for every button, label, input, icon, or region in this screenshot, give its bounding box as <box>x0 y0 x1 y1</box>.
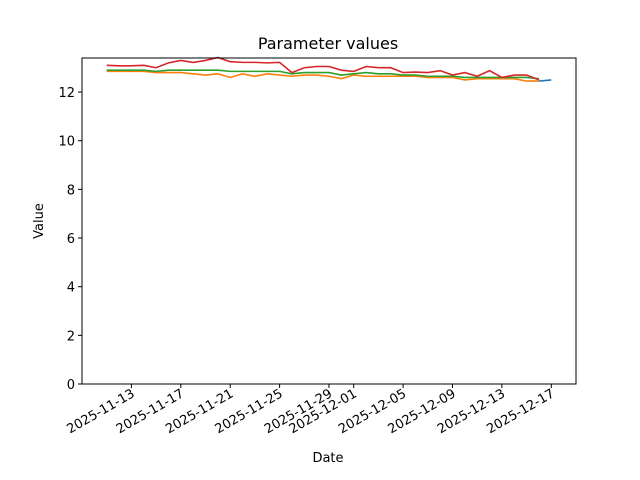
y-tick-label: 6 <box>67 232 75 247</box>
y-tick-label: 10 <box>58 135 75 150</box>
y-tick-label: 8 <box>67 183 75 198</box>
y-tick-label: 2 <box>67 329 75 344</box>
chart-title: Parameter values <box>258 34 398 53</box>
series-line <box>106 70 539 82</box>
series-line <box>106 69 540 80</box>
y-tick-label: 12 <box>58 86 75 101</box>
x-axis-label: Date <box>312 451 343 466</box>
y-tick-label: 4 <box>67 281 75 296</box>
series-line <box>538 79 552 82</box>
plot-frame <box>81 57 577 385</box>
y-tick-label: 0 <box>67 378 75 393</box>
series-line <box>106 56 540 81</box>
y-axis-label: Value <box>32 203 47 239</box>
